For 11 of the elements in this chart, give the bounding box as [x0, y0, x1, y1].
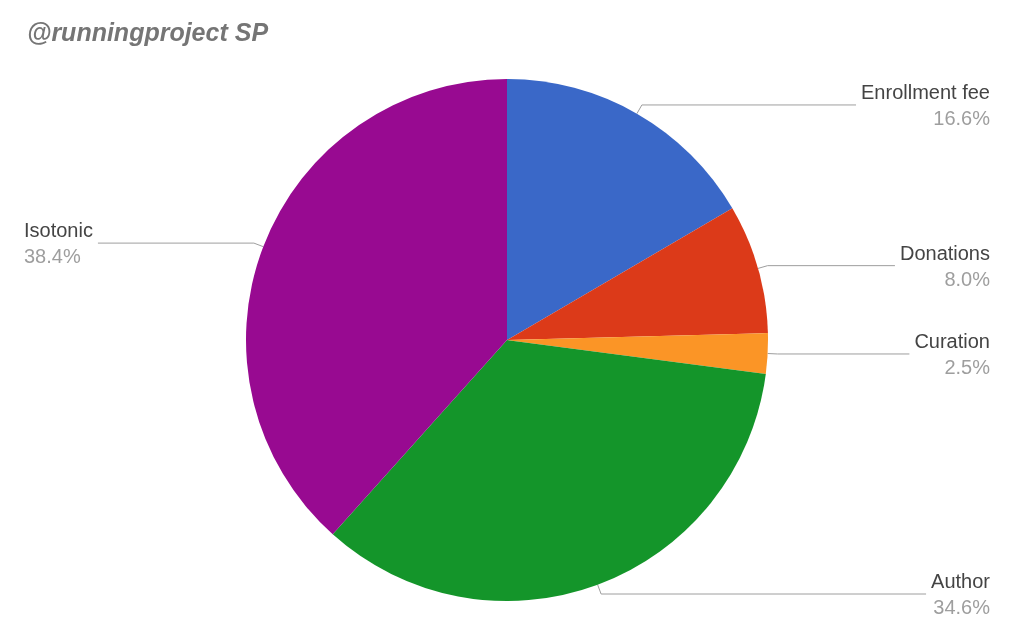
slice-label: Isotonic: [24, 219, 93, 242]
slice-label: Author: [931, 570, 991, 592]
data-label: 34.6%: [933, 596, 991, 618]
data-label: 38.4%: [24, 245, 81, 268]
data-label: 16.6%: [933, 106, 991, 129]
slice-label: Enrollment fee: [861, 80, 990, 103]
data-label: 2.5%: [944, 355, 991, 378]
data-label: 8.0%: [944, 267, 991, 290]
chart-title: @runningproject SP: [27, 17, 269, 46]
slice-label: Donations: [899, 241, 990, 264]
slice-label: Curation: [914, 329, 990, 352]
